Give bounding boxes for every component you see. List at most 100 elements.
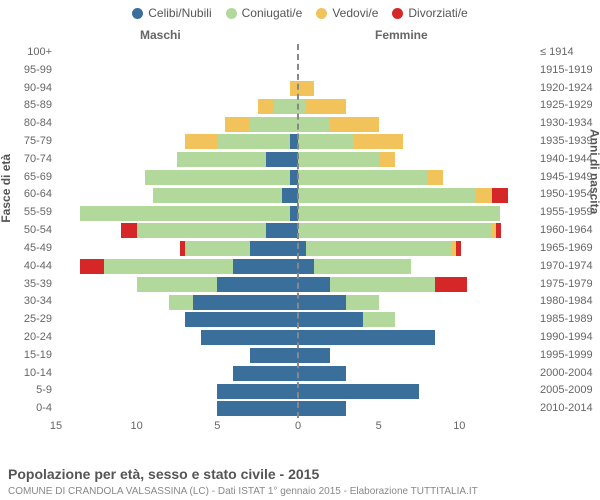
birth-year-label: 1935-1939	[540, 133, 600, 151]
bar-segment	[298, 312, 363, 327]
x-tick: 10	[131, 420, 143, 432]
bar-segment	[346, 295, 378, 310]
birth-year-label: 2000-2004	[540, 365, 600, 383]
x-axis: 151050510	[56, 420, 540, 438]
bar-segment	[153, 188, 282, 203]
bar-segment	[137, 277, 218, 292]
x-tick: 5	[376, 420, 382, 432]
bar-segment	[233, 259, 298, 274]
age-label: 55-59	[0, 204, 52, 222]
age-label: 60-64	[0, 186, 52, 204]
bar-segment	[298, 188, 475, 203]
bar-segment	[225, 117, 249, 132]
bar-segment	[274, 99, 298, 114]
female-title: Femmine	[375, 28, 428, 42]
plot-area	[56, 44, 540, 438]
bar-segment	[185, 134, 217, 149]
legend-swatch	[132, 8, 143, 19]
birth-year-label: ≤ 1914	[540, 44, 600, 62]
age-label: 35-39	[0, 276, 52, 294]
bar-segment	[298, 170, 427, 185]
legend-item: Vedovi/e	[316, 6, 378, 20]
bar-segment	[145, 170, 290, 185]
bar-segment	[217, 401, 298, 416]
bar-segment	[492, 188, 508, 203]
bar-segment	[456, 241, 461, 256]
bar-segment	[177, 152, 266, 167]
bar-segment	[282, 188, 298, 203]
bar-segment	[104, 259, 233, 274]
bar-segment	[298, 134, 354, 149]
population-pyramid-chart: Celibi/NubiliConiugati/eVedovi/eDivorzia…	[0, 0, 600, 500]
birth-year-label: 1990-1994	[540, 329, 600, 347]
legend: Celibi/NubiliConiugati/eVedovi/eDivorzia…	[0, 6, 600, 20]
bar-segment	[354, 134, 402, 149]
bar-segment	[298, 330, 435, 345]
bar-segment	[80, 206, 290, 221]
bar-segment	[258, 99, 274, 114]
bar-segment	[266, 152, 298, 167]
age-label: 20-24	[0, 329, 52, 347]
birth-year-label: 1940-1944	[540, 151, 600, 169]
chart-subcaption: COMUNE DI CRANDOLA VALSASSINA (LC) - Dat…	[8, 486, 478, 497]
birth-year-label: 1920-1924	[540, 80, 600, 98]
legend-item: Divorziati/e	[392, 6, 467, 20]
bar-segment	[427, 170, 443, 185]
age-label: 45-49	[0, 240, 52, 258]
birth-year-label: 2010-2014	[540, 400, 600, 418]
birth-year-label: 1955-1959	[540, 204, 600, 222]
chart-caption: Popolazione per età, sesso e stato civil…	[8, 466, 319, 482]
bar-segment	[298, 295, 346, 310]
legend-swatch	[392, 8, 403, 19]
bar-segment	[298, 117, 330, 132]
birth-year-label: 1985-1989	[540, 311, 600, 329]
bar-segment	[169, 295, 193, 310]
birth-year-label: 1960-1964	[540, 222, 600, 240]
bar-segment	[80, 259, 104, 274]
bar-segment	[250, 241, 298, 256]
bar-segment	[306, 99, 346, 114]
legend-label: Divorziati/e	[408, 6, 467, 20]
bar-segment	[314, 259, 411, 274]
legend-label: Celibi/Nubili	[148, 6, 211, 20]
bar-segment	[330, 277, 435, 292]
age-label: 70-74	[0, 151, 52, 169]
age-label: 80-84	[0, 115, 52, 133]
age-label: 25-29	[0, 311, 52, 329]
bar-segment	[298, 348, 330, 363]
bar-segment	[306, 241, 451, 256]
birth-year-labels: ≤ 19141915-19191920-19241925-19291930-19…	[540, 44, 600, 418]
bar-segment	[298, 241, 306, 256]
bar-segment	[298, 206, 500, 221]
age-label: 30-34	[0, 293, 52, 311]
bar-segment	[250, 117, 298, 132]
bar-segment	[121, 223, 137, 238]
x-tick: 10	[453, 420, 465, 432]
bar-segment	[180, 241, 185, 256]
age-label: 15-19	[0, 347, 52, 365]
legend-item: Celibi/Nubili	[132, 6, 211, 20]
bar-segment	[435, 277, 467, 292]
x-tick: 15	[50, 420, 62, 432]
bar-segment	[298, 152, 379, 167]
age-label: 65-69	[0, 169, 52, 187]
x-tick: 5	[214, 420, 220, 432]
birth-year-label: 2005-2009	[540, 382, 600, 400]
bar-segment	[137, 223, 266, 238]
age-label: 90-94	[0, 80, 52, 98]
bar-segment	[201, 330, 298, 345]
bar-segment	[298, 259, 314, 274]
bar-segment	[217, 384, 298, 399]
bar-segment	[330, 117, 378, 132]
bar-segment	[250, 348, 298, 363]
age-label: 10-14	[0, 365, 52, 383]
age-label: 50-54	[0, 222, 52, 240]
birth-year-label: 1915-1919	[540, 62, 600, 80]
age-label: 75-79	[0, 133, 52, 151]
age-label: 0-4	[0, 400, 52, 418]
age-label: 85-89	[0, 97, 52, 115]
legend-swatch	[226, 8, 237, 19]
bar-segment	[193, 295, 298, 310]
bar-segment	[298, 223, 492, 238]
birth-year-label: 1950-1954	[540, 186, 600, 204]
